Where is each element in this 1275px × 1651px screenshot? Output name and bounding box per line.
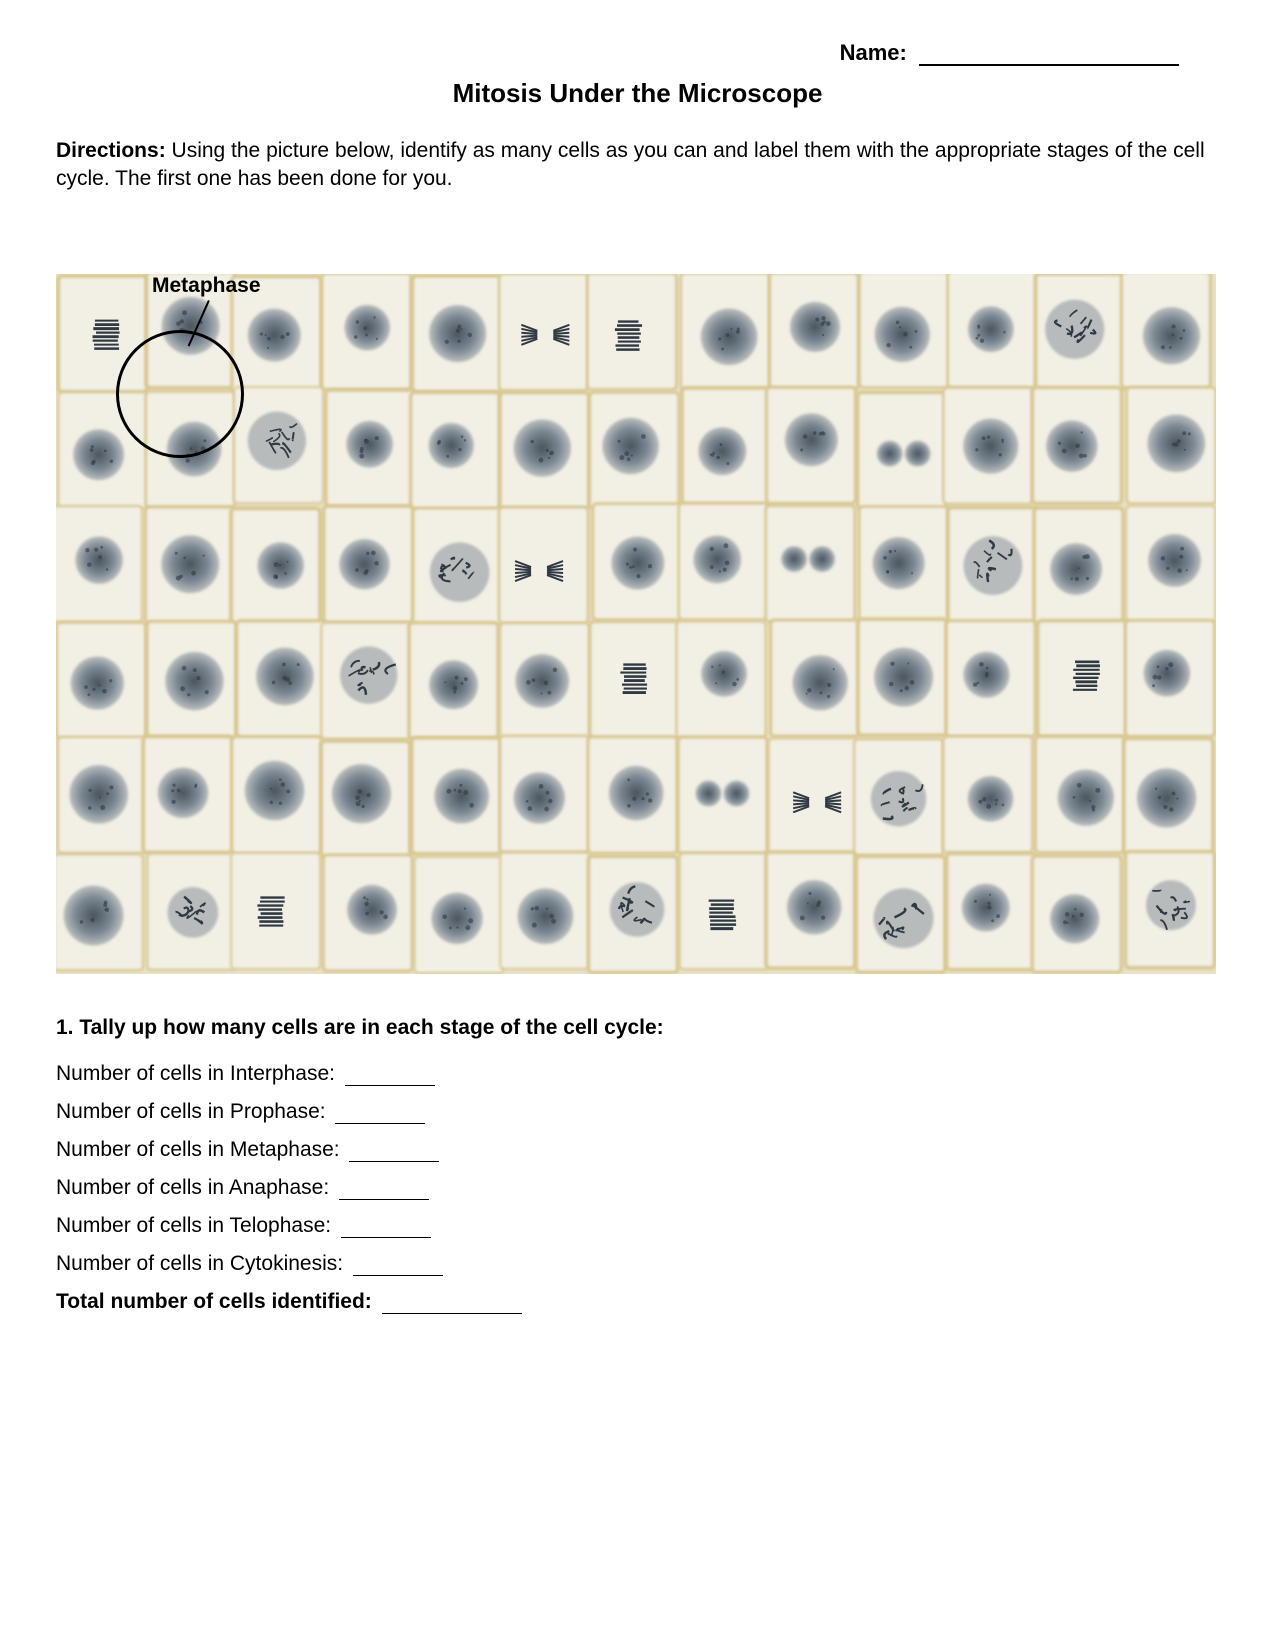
tally-row: Number of cells in Anaphase: (56, 1176, 1219, 1200)
directions-label: Directions: (56, 139, 166, 162)
tally-row: Number of cells in Telophase: (56, 1214, 1219, 1238)
tally-blank[interactable] (339, 1179, 429, 1200)
name-blank[interactable] (919, 42, 1179, 66)
tally-row: Number of cells in Cytokinesis: (56, 1252, 1219, 1276)
directions-text: Using the picture below, identify as man… (56, 139, 1205, 190)
page-title: Mitosis Under the Microscope (56, 78, 1219, 109)
tally-label: Number of cells in Cytokinesis: (56, 1252, 343, 1275)
tally-label: Number of cells in Telophase: (56, 1214, 331, 1237)
question1-heading: 1. Tally up how many cells are in each s… (56, 1016, 1219, 1040)
tally-total-label: Total number of cells identified: (56, 1290, 372, 1313)
name-label: Name: (840, 40, 907, 65)
directions: Directions: Using the picture below, ide… (56, 137, 1219, 194)
callout-circle (116, 330, 244, 458)
tally-blank[interactable] (335, 1103, 425, 1124)
tally-total-row: Total number of cells identified: (56, 1290, 1219, 1314)
tally-total-blank[interactable] (382, 1293, 522, 1314)
tally-label: Number of cells in Interphase: (56, 1062, 335, 1085)
tally-blank[interactable] (341, 1217, 431, 1238)
tally-blank[interactable] (349, 1141, 439, 1162)
callout-label: Metaphase (152, 274, 261, 298)
name-field-row: Name: (56, 40, 1219, 66)
tally-blank[interactable] (345, 1065, 435, 1086)
tally-label: Number of cells in Prophase: (56, 1100, 326, 1123)
tally-label: Number of cells in Anaphase: (56, 1176, 329, 1199)
tally-row: Number of cells in Metaphase: (56, 1138, 1219, 1162)
figure-wrap: Metaphase (56, 274, 1219, 974)
tally-row: Number of cells in Prophase: (56, 1100, 1219, 1124)
tally-row: Number of cells in Interphase: (56, 1062, 1219, 1086)
tally-container: Number of cells in Interphase: Number of… (56, 1062, 1219, 1276)
tally-blank[interactable] (353, 1255, 443, 1276)
tally-label: Number of cells in Metaphase: (56, 1138, 340, 1161)
